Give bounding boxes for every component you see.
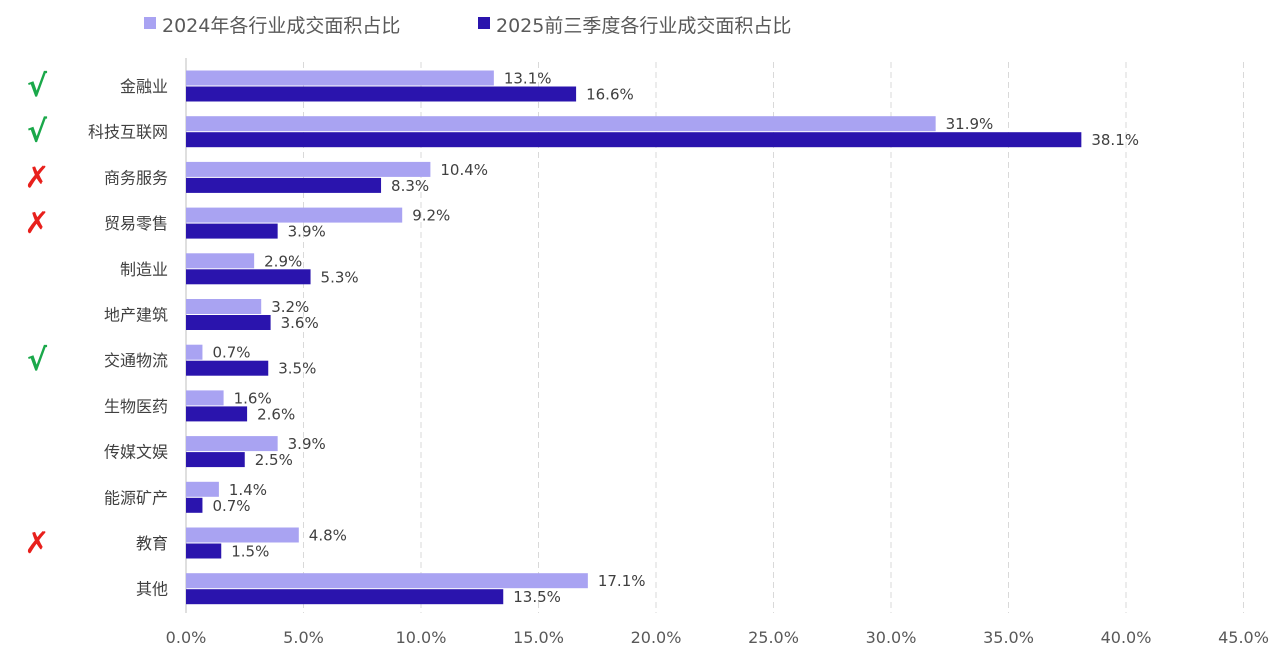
data-label-1: 3.2% [271, 298, 309, 316]
data-label-1: 0.7% [212, 344, 250, 362]
data-label-2: 16.6% [586, 86, 634, 104]
category-label: 金融业 [120, 77, 168, 96]
cross-icon: ✗ [24, 160, 49, 195]
category-label: 其他 [136, 580, 168, 599]
legend: 2024年各行业成交面积占比 2025前三季度各行业成交面积占比 [144, 15, 791, 37]
bar-2 [186, 223, 278, 239]
category-label: 贸易零售 [104, 214, 168, 233]
data-label-1: 13.1% [504, 70, 552, 88]
bar-1 [186, 390, 224, 406]
legend-label-1: 2024年各行业成交面积占比 [162, 15, 400, 37]
category-label: 生物医药 [104, 397, 168, 416]
data-label-1: 10.4% [440, 161, 488, 179]
x-axis-ticks: 0.0% 5.0% 10.0% 15.0% 20.0% 25.0% 30.0% 35.0% 40… [166, 628, 1269, 647]
data-label-2: 2.6% [257, 405, 295, 423]
x-tick-label: 0.0% [166, 628, 207, 647]
x-tick-label: 35.0% [983, 628, 1034, 647]
data-label-2: 3.9% [288, 223, 326, 241]
check-icon: √ [27, 343, 48, 378]
category-label: 交通物流 [104, 351, 168, 370]
bar-2 [186, 177, 382, 193]
bar-2 [186, 86, 577, 102]
bar-2 [186, 269, 311, 285]
bar-1 [186, 116, 936, 132]
bar-2 [186, 360, 269, 376]
data-label-2: 38.1% [1091, 131, 1139, 149]
data-label-2: 2.5% [255, 451, 293, 469]
x-tick-label: 20.0% [631, 628, 682, 647]
check-icon: √ [27, 69, 48, 104]
x-tick-label: 30.0% [866, 628, 917, 647]
data-labels: 13.1% 16.6% 31.9% 38.1% 10.4% 8.3% 9.2% 3.9% 2.9… [212, 70, 1139, 607]
cross-icon: ✗ [24, 526, 49, 561]
bar-1 [186, 207, 403, 223]
data-label-2: 0.7% [212, 497, 250, 515]
data-label-1: 1.6% [234, 389, 272, 407]
category-label: 教育 [136, 534, 168, 553]
legend-swatch-1 [144, 17, 156, 29]
x-tick-label: 5.0% [283, 628, 324, 647]
bar-1 [186, 481, 219, 497]
bar-1 [186, 299, 262, 314]
x-tick-label: 10.0% [396, 628, 447, 647]
bar-2 [186, 497, 203, 513]
data-label-2: 1.5% [231, 543, 269, 561]
grid-lines [185, 58, 1244, 613]
bar-1 [186, 161, 431, 177]
data-label-1: 9.2% [412, 207, 450, 225]
category-labels: 金融业科技互联网商务服务贸易零售制造业地产建筑交通物流生物医药传媒文娱能源矿产教… [88, 77, 168, 599]
bar-1 [186, 436, 278, 452]
bar-2 [186, 589, 504, 605]
category-label: 能源矿产 [104, 488, 168, 507]
category-label: 传媒文娱 [104, 443, 168, 462]
bar-1 [186, 527, 299, 543]
data-label-1: 3.9% [288, 435, 326, 453]
category-label: 地产建筑 [104, 306, 168, 325]
bar-1 [186, 573, 588, 589]
bar-1 [186, 344, 203, 360]
status-markers: √ √ ✗ ✗ √ ✗ [24, 69, 49, 561]
data-label-2: 8.3% [391, 177, 429, 195]
category-label: 商务服务 [104, 168, 168, 187]
data-label-1: 17.1% [598, 572, 646, 590]
bars [186, 70, 1082, 605]
bar-1 [186, 253, 255, 269]
legend-swatch-2 [478, 17, 490, 29]
x-tick-label: 25.0% [748, 628, 799, 647]
data-label-1: 4.8% [309, 527, 347, 545]
x-tick-label: 45.0% [1218, 628, 1269, 647]
bar-2 [186, 406, 248, 422]
data-label-1: 2.9% [264, 252, 302, 270]
check-icon: √ [27, 115, 48, 150]
data-label-2: 3.6% [281, 314, 319, 332]
x-tick-label: 15.0% [513, 628, 564, 647]
bar-2 [186, 543, 222, 559]
category-label: 制造业 [120, 260, 168, 279]
data-label-2: 13.5% [513, 588, 561, 606]
data-label-1: 31.9% [946, 115, 994, 133]
bar-2 [186, 315, 271, 330]
legend-label-2: 2025前三季度各行业成交面积占比 [496, 15, 791, 37]
bar-1 [186, 70, 494, 86]
cross-icon: ✗ [24, 206, 49, 241]
bar-2 [186, 452, 245, 468]
data-label-2: 3.5% [278, 360, 316, 378]
bar-2 [186, 132, 1082, 148]
data-label-1: 1.4% [229, 481, 267, 499]
x-tick-label: 40.0% [1101, 628, 1152, 647]
data-label-2: 5.3% [321, 268, 359, 286]
category-label: 科技互联网 [88, 123, 168, 142]
